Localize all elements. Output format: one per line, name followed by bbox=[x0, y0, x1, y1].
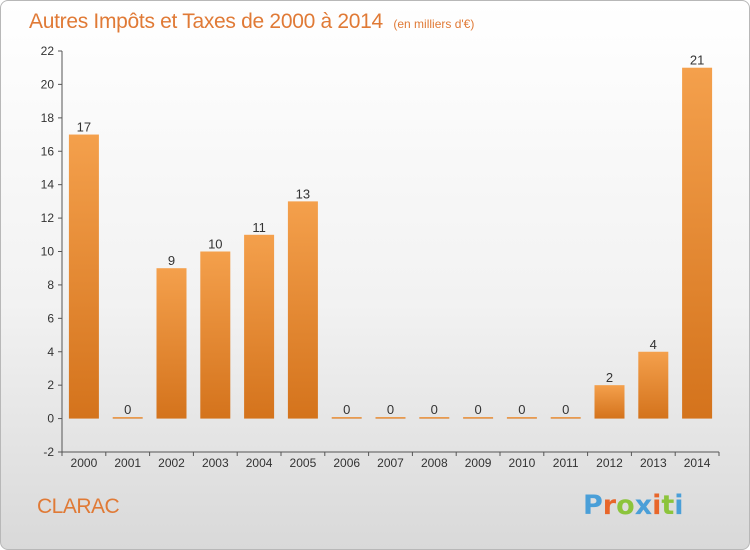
x-tick-label: 2012 bbox=[596, 456, 623, 470]
bar-value-label: 0 bbox=[562, 402, 569, 417]
x-tick-label: 2004 bbox=[246, 456, 273, 470]
bar-value-label: 11 bbox=[252, 220, 266, 235]
logo-letter: x bbox=[634, 490, 653, 521]
bar-value-label: 0 bbox=[343, 402, 350, 417]
x-tick-label: 2007 bbox=[377, 456, 404, 470]
bar bbox=[419, 417, 450, 419]
x-tick-label: 2008 bbox=[421, 456, 448, 470]
bar-value-label: 0 bbox=[474, 402, 481, 417]
logo-letter: o bbox=[616, 490, 635, 521]
bar bbox=[156, 268, 187, 419]
y-tick-label: 18 bbox=[41, 111, 55, 125]
bar bbox=[594, 385, 625, 419]
bar bbox=[375, 417, 406, 419]
bar bbox=[244, 234, 275, 419]
chart-title: Autres Impôts et Taxes de 2000 à 2014 bbox=[29, 10, 383, 33]
bar-value-label: 13 bbox=[296, 186, 310, 201]
y-tick-label: 4 bbox=[47, 345, 54, 359]
x-tick-label: 2002 bbox=[158, 456, 185, 470]
bar-value-label: 4 bbox=[650, 337, 657, 352]
x-tick-label: 2010 bbox=[509, 456, 536, 470]
x-tick-label: 2014 bbox=[684, 456, 711, 470]
x-tick-label: 2005 bbox=[290, 456, 317, 470]
x-tick-label: 2000 bbox=[71, 456, 98, 470]
y-tick-label: 16 bbox=[41, 144, 55, 158]
bar-value-label: 0 bbox=[387, 402, 394, 417]
x-tick-label: 2001 bbox=[114, 456, 141, 470]
bar-value-label: 0 bbox=[518, 402, 525, 417]
y-tick-label: -2 bbox=[43, 445, 54, 459]
bar bbox=[682, 67, 713, 419]
bar-value-label: 21 bbox=[690, 53, 704, 68]
commune-name: CLARAC bbox=[37, 495, 120, 518]
bars bbox=[68, 67, 713, 419]
y-tick-label: 6 bbox=[47, 311, 54, 325]
y-tick-label: 12 bbox=[41, 211, 55, 225]
chart-unit-note: (en milliers d'€) bbox=[393, 17, 475, 31]
y-tick-label: 8 bbox=[47, 278, 54, 292]
x-tick-label: 2003 bbox=[202, 456, 229, 470]
x-tick-label: 2011 bbox=[553, 456, 579, 470]
bar bbox=[331, 417, 362, 419]
bar-value-label: 0 bbox=[124, 402, 131, 417]
bar bbox=[200, 251, 231, 419]
bar-value-label: 9 bbox=[168, 253, 175, 268]
bar bbox=[506, 417, 537, 419]
y-tick-label: 10 bbox=[41, 245, 55, 259]
bar bbox=[68, 134, 99, 419]
bar bbox=[638, 351, 669, 419]
bar bbox=[463, 417, 494, 419]
x-tick-label: 2009 bbox=[465, 456, 492, 470]
bar bbox=[550, 417, 581, 419]
logo-letter: t bbox=[661, 490, 675, 521]
value-labels: 17 0 9 10 11 13 0 0 0 0 0 0 2 4 21 bbox=[77, 53, 705, 417]
y-tick-label: 14 bbox=[41, 178, 55, 192]
chart-title-row: Autres Impôts et Taxes de 2000 à 2014 (e… bbox=[29, 10, 474, 34]
logo-letter: i bbox=[674, 490, 684, 521]
logo-letter: r bbox=[602, 490, 617, 521]
bar-value-label: 17 bbox=[77, 120, 91, 135]
bar bbox=[287, 201, 318, 419]
y-tick-label: 22 bbox=[41, 44, 55, 58]
x-tick-label: 2013 bbox=[640, 456, 667, 470]
y-tick-label: 20 bbox=[41, 77, 55, 91]
x-tick-label: 2006 bbox=[333, 456, 360, 470]
logo-letter: i bbox=[652, 490, 662, 521]
bar-value-label: 0 bbox=[431, 402, 438, 417]
proxiti-logo: Proxiti bbox=[583, 490, 684, 521]
bar bbox=[112, 417, 143, 419]
bar-value-label: 10 bbox=[208, 237, 222, 252]
bar-value-label: 2 bbox=[606, 370, 613, 385]
logo-letter: P bbox=[583, 490, 603, 521]
y-tick-label: 2 bbox=[47, 378, 54, 392]
y-tick-label: 0 bbox=[47, 412, 54, 426]
